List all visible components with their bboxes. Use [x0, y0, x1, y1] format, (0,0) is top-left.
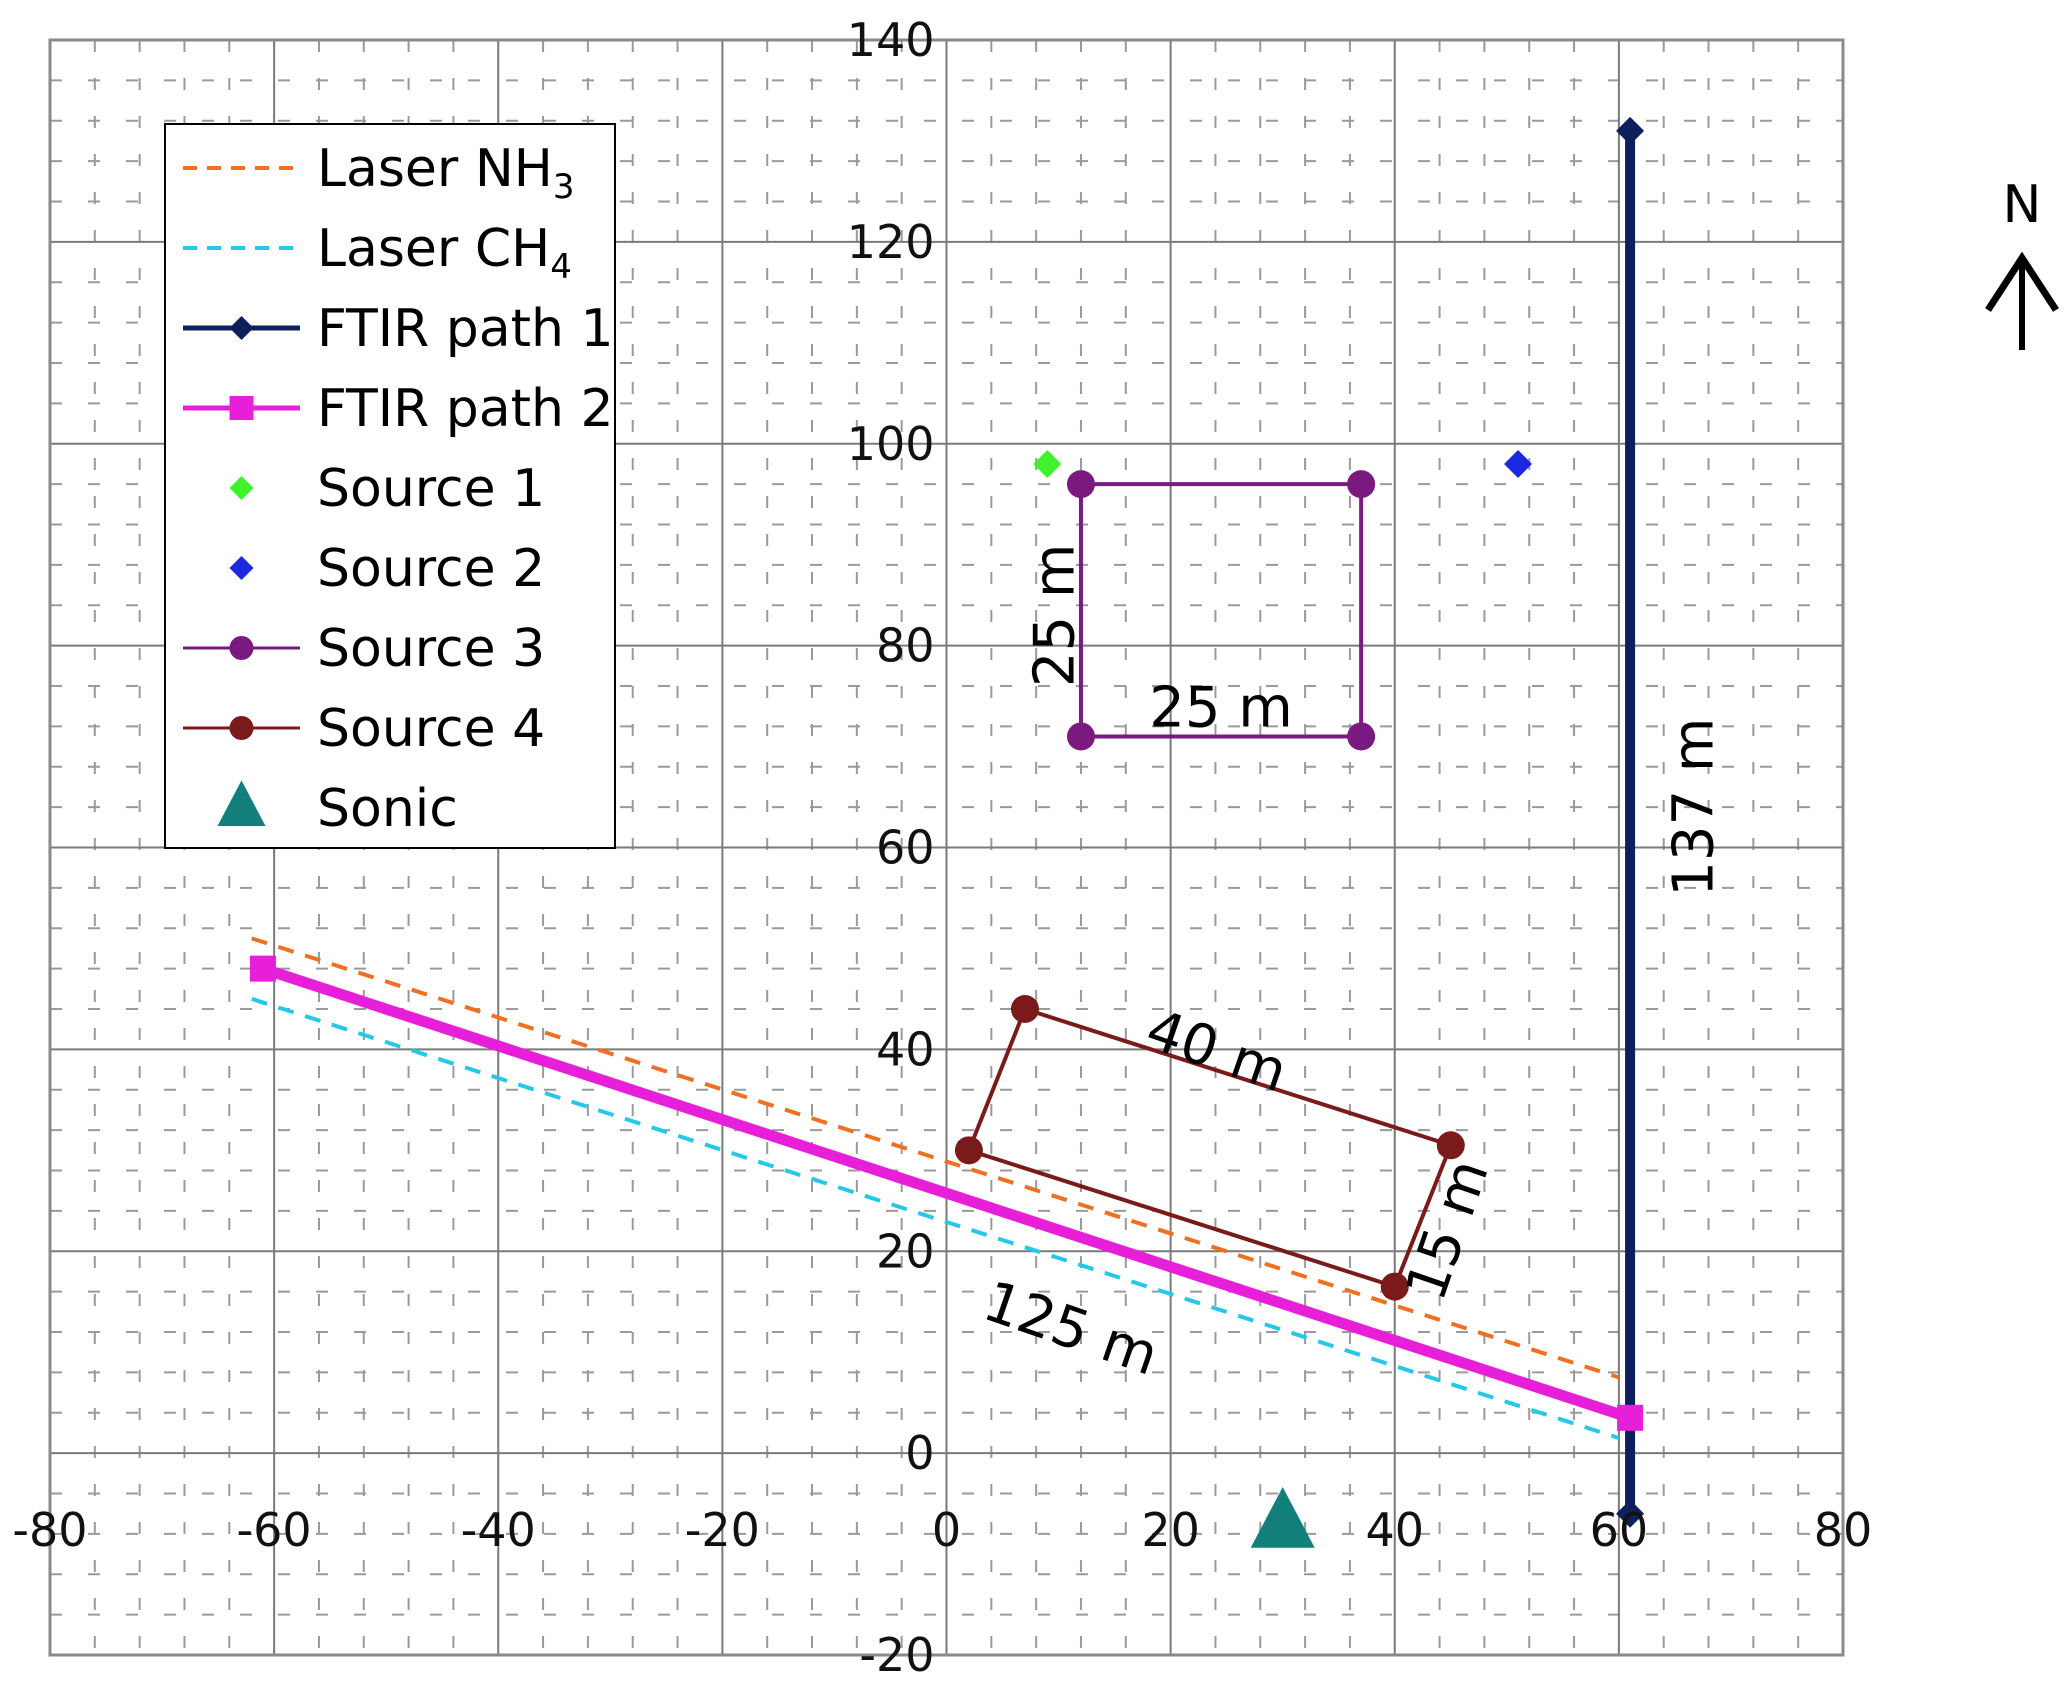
legend-label: Sonic — [317, 779, 458, 839]
y-tick-label: 140 — [847, 13, 935, 67]
dimension-label: 25 m — [1149, 675, 1293, 740]
north-arrow-head — [1985, 251, 2059, 312]
legend-marker — [229, 636, 254, 660]
dimension-label: 25 m — [1023, 544, 1088, 688]
series-line — [251, 936, 1620, 1380]
series-ftir-path-2 — [249, 955, 1644, 1431]
series-source-2 — [1504, 449, 1533, 478]
legend-marker — [229, 396, 254, 420]
legend-item: Source 1 — [229, 459, 545, 519]
legend-marker — [229, 556, 254, 580]
legend-label: Laser NH3 — [317, 139, 574, 207]
tick-layer: -20 0 20 40 60 80 100 120 140 -80 -60 -40 -20 0 20 40 60… — [12, 13, 1872, 1682]
legend-marker — [229, 716, 254, 740]
x-tick-label: -40 — [461, 1503, 536, 1557]
data-point — [1616, 116, 1645, 145]
legend-label: Laser CH4 — [317, 219, 572, 287]
series-source-3 — [1066, 470, 1376, 751]
y-tick-label: 80 — [876, 619, 935, 673]
legend-label: Source 3 — [317, 619, 545, 679]
x-tick-label: 40 — [1365, 1503, 1424, 1557]
data-point — [1436, 1131, 1465, 1160]
y-tick-label: -20 — [859, 1628, 934, 1682]
data-point — [1504, 449, 1533, 478]
legend-label: FTIR path 1 — [317, 299, 614, 359]
data-point — [1033, 449, 1062, 478]
legend-item: Laser NH3 — [183, 139, 574, 207]
data-point — [1616, 1499, 1645, 1528]
series-line — [261, 963, 1632, 1424]
data-point — [1010, 995, 1039, 1023]
legend-label: Source 4 — [317, 699, 545, 759]
x-tick-label: 20 — [1141, 1503, 1200, 1557]
data-point — [249, 955, 276, 982]
series-laser-ch — [251, 997, 1620, 1440]
data-point — [1250, 1486, 1315, 1548]
north-label: N — [2003, 175, 2042, 235]
data-point — [1347, 722, 1376, 751]
legend-label: Source 1 — [317, 459, 545, 519]
data-point — [1617, 1404, 1644, 1431]
dimension-label: 137 m — [1661, 718, 1726, 897]
x-tick-label: 80 — [1814, 1503, 1873, 1557]
x-tick-label: -60 — [237, 1503, 312, 1557]
legend-item: Source 4 — [183, 699, 545, 759]
data-point — [1380, 1272, 1409, 1301]
legend: Laser NH3 Laser CH4 FTIR path 1 FTIR path 2… — [164, 123, 616, 849]
legend-label-subscript: 3 — [553, 167, 575, 207]
x-tick-label: -20 — [685, 1503, 760, 1557]
series-ftir-path-1 — [1616, 116, 1645, 1528]
y-tick-label: 60 — [876, 821, 935, 875]
legend-marker — [229, 476, 254, 500]
y-tick-label: 0 — [905, 1426, 934, 1480]
legend-label: FTIR path 2 — [317, 379, 614, 439]
legend-item: FTIR path 1 — [183, 299, 614, 359]
y-tick-label: 120 — [847, 215, 935, 269]
x-tick-label: 60 — [1590, 1503, 1649, 1557]
plot-frame — [48, 38, 1845, 1657]
legend-marker — [217, 780, 266, 826]
series-source-1 — [1033, 449, 1062, 478]
y-tick-label: 40 — [876, 1022, 935, 1076]
y-tick-label: 100 — [847, 417, 935, 471]
legend-item: Source 3 — [183, 619, 545, 679]
series-laser-nh — [251, 936, 1620, 1380]
legend-item: Sonic — [217, 779, 458, 839]
data-point — [1066, 470, 1095, 499]
legend-marker — [229, 316, 254, 340]
north-arrow: N — [1985, 175, 2059, 350]
x-tick-label: -80 — [12, 1503, 87, 1557]
series-sonic — [1250, 1486, 1315, 1548]
data-point — [1066, 722, 1095, 751]
data-point — [1347, 470, 1376, 499]
legend-label-subscript: 4 — [550, 247, 572, 287]
legend-item: Laser CH4 — [183, 219, 572, 287]
series-line — [251, 997, 1620, 1440]
series-layer — [249, 116, 1645, 1548]
data-point — [954, 1136, 983, 1165]
legend-item: Source 2 — [229, 539, 545, 599]
legend-label: Source 2 — [317, 539, 545, 599]
x-tick-label: 0 — [932, 1503, 961, 1557]
y-tick-label: 20 — [876, 1224, 935, 1278]
legend-item: FTIR path 2 — [183, 379, 614, 439]
series-source-4 — [954, 995, 1465, 1301]
